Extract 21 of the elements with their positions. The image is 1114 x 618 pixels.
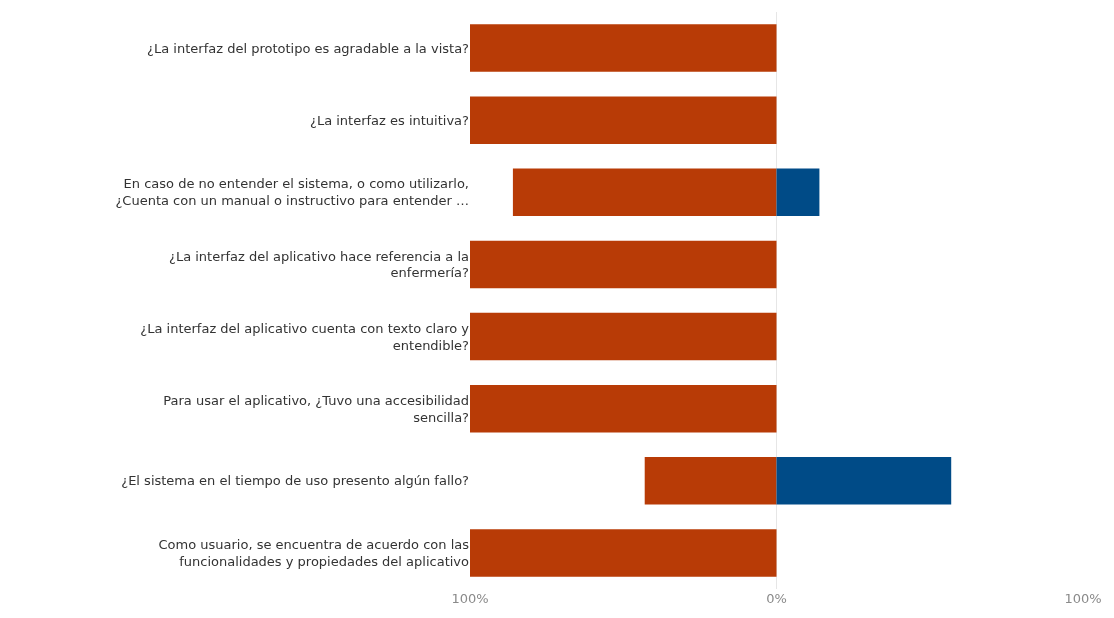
x-tick-label: 100% xyxy=(451,591,489,606)
y-tick-label: ¿La interfaz del prototipo es agradable a la vista? xyxy=(147,40,469,56)
bar xyxy=(776,168,820,217)
bar xyxy=(470,312,777,361)
bar xyxy=(776,457,952,505)
y-tick-label: Como usuario, se encuentra de acuerdo con las funcionalidades y propiedades del aplicativo xyxy=(158,537,470,569)
bar xyxy=(470,240,777,289)
bar xyxy=(470,24,777,72)
bar xyxy=(470,96,777,144)
bar xyxy=(644,457,777,505)
bar xyxy=(470,529,777,577)
x-tick-label: 100% xyxy=(1064,591,1102,606)
y-tick-label: ¿La interfaz del aplicativo cuenta con texto claro y entendible? xyxy=(140,320,470,353)
y-tick-label: En caso de no entender el sistema, o como utilizarlo, ¿Cuenta con un manual o instructivo para entender … xyxy=(115,176,469,209)
bar xyxy=(470,384,777,433)
y-tick-label: ¿El sistema en el tiempo de uso presento algún fallo? xyxy=(121,473,469,489)
y-tick-label: Para usar el aplicativo, ¿Tuvo una accesibilidad sencilla? xyxy=(163,392,469,425)
bar xyxy=(512,168,777,217)
y-tick-label: ¿La interfaz del aplicativo hace referencia a la enfermería? xyxy=(168,248,469,281)
y-tick-label: ¿La interfaz es intuitiva? xyxy=(309,112,469,128)
x-tick-label: 0% xyxy=(766,591,787,606)
